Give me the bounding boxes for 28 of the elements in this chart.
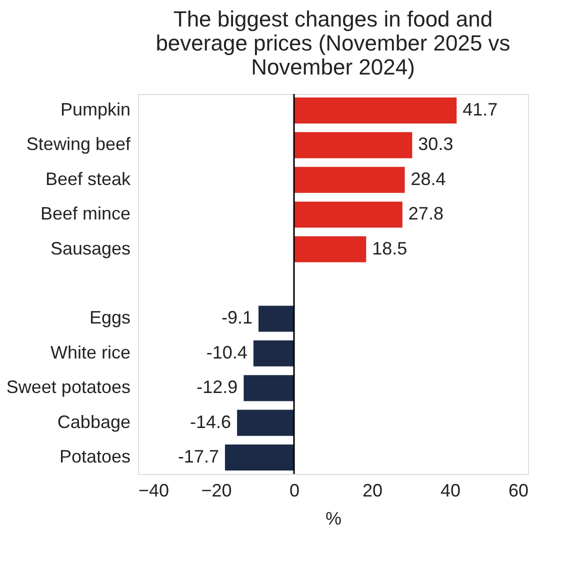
data-label: -10.4 xyxy=(206,342,248,362)
data-label: 18.5 xyxy=(372,238,408,258)
data-label: 28.4 xyxy=(410,168,446,189)
y-tick-label: Beef steak xyxy=(45,168,132,189)
data-label: -9.1 xyxy=(221,308,253,328)
x-tick-label: 60 xyxy=(508,480,528,500)
data-label: 27.8 xyxy=(408,204,444,224)
y-tick-label: White rice xyxy=(50,342,130,362)
data-label: 41.7 xyxy=(462,99,498,120)
y-tick-label: Eggs xyxy=(89,308,130,328)
data-label: -17.7 xyxy=(178,446,219,467)
data-label: 30.3 xyxy=(418,134,454,154)
y-tick-label: Sausages xyxy=(50,238,130,258)
y-tick-label: Pumpkin xyxy=(60,99,130,120)
chart-title: The biggest changes in food and beverage prices (November 2025 vs November 2024) xyxy=(156,6,510,80)
y-tick-label: Cabbage xyxy=(57,412,130,432)
x-tick-label: 40 xyxy=(440,480,461,500)
y-tick-label: Potatoes xyxy=(59,446,130,467)
y-tick-label: Beef mince xyxy=(40,204,130,224)
data-label: -14.6 xyxy=(190,412,232,432)
x-tick-label: 20 xyxy=(362,480,383,500)
x-tick-label: −40 xyxy=(138,480,170,500)
y-tick-label: Sweet potatoes xyxy=(6,377,130,398)
x-axis-title: % xyxy=(325,508,342,528)
x-tick-label: 0 xyxy=(289,480,300,500)
x-tick-label: −20 xyxy=(201,480,232,500)
y-tick-label: Stewing beef xyxy=(26,134,132,154)
data-label: -12.9 xyxy=(196,377,238,398)
